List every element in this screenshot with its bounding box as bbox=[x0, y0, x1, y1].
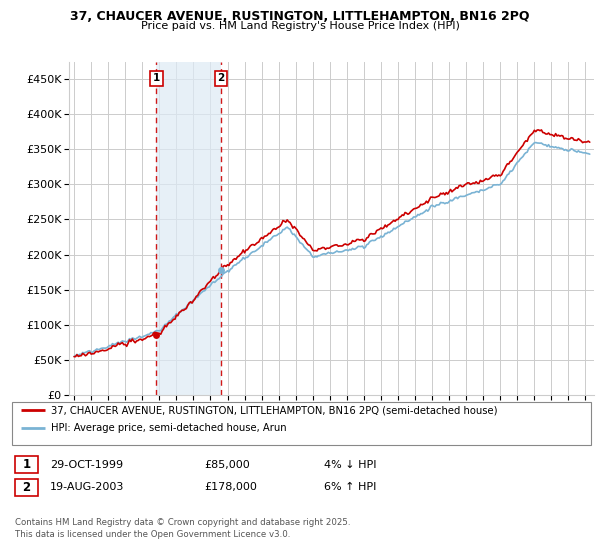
Text: 37, CHAUCER AVENUE, RUSTINGTON, LITTLEHAMPTON, BN16 2PQ: 37, CHAUCER AVENUE, RUSTINGTON, LITTLEHA… bbox=[70, 10, 530, 22]
Text: 4% ↓ HPI: 4% ↓ HPI bbox=[324, 460, 377, 470]
Text: 2: 2 bbox=[218, 73, 225, 83]
Text: 2: 2 bbox=[22, 480, 31, 494]
Text: Price paid vs. HM Land Registry's House Price Index (HPI): Price paid vs. HM Land Registry's House … bbox=[140, 21, 460, 31]
Text: 29-OCT-1999: 29-OCT-1999 bbox=[50, 460, 123, 470]
Text: 37, CHAUCER AVENUE, RUSTINGTON, LITTLEHAMPTON, BN16 2PQ (semi-detached house): 37, CHAUCER AVENUE, RUSTINGTON, LITTLEHA… bbox=[51, 405, 497, 416]
Text: £178,000: £178,000 bbox=[204, 482, 257, 492]
Text: Contains HM Land Registry data © Crown copyright and database right 2025.
This d: Contains HM Land Registry data © Crown c… bbox=[15, 518, 350, 539]
Text: 19-AUG-2003: 19-AUG-2003 bbox=[50, 482, 124, 492]
Text: £85,000: £85,000 bbox=[204, 460, 250, 470]
Text: 1: 1 bbox=[22, 458, 31, 472]
Text: HPI: Average price, semi-detached house, Arun: HPI: Average price, semi-detached house,… bbox=[51, 423, 287, 433]
Text: 1: 1 bbox=[153, 73, 160, 83]
Text: 6% ↑ HPI: 6% ↑ HPI bbox=[324, 482, 376, 492]
Bar bbox=[157, 62, 221, 395]
